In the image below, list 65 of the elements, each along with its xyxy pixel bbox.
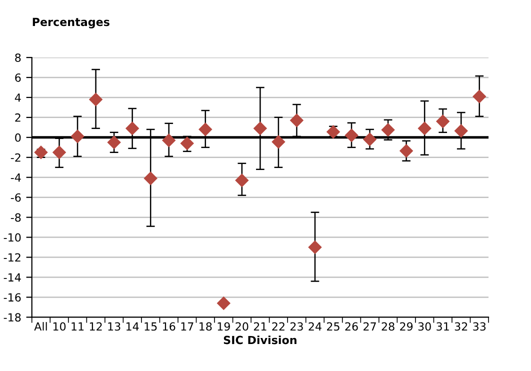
- y-tick-label: -4: [10, 173, 21, 182]
- x-tick-label: 26: [345, 322, 358, 331]
- point: [400, 144, 413, 158]
- y-tick-label: 8: [15, 53, 21, 62]
- y-tick-label: 2: [15, 113, 20, 122]
- x-tick-label: 28: [382, 322, 394, 331]
- y-tick-label: 0: [15, 133, 21, 142]
- x-tick-label: All: [34, 322, 47, 331]
- point: [344, 128, 358, 142]
- x-tick-label: 17: [181, 322, 194, 331]
- point: [436, 114, 450, 128]
- y-tick-label: -16: [4, 293, 21, 302]
- x-axis-title: SIC Division: [224, 336, 296, 344]
- x-tick-label: 21: [254, 322, 266, 331]
- point: [363, 132, 376, 146]
- x-tick-label: 11: [72, 322, 84, 331]
- point: [418, 122, 432, 136]
- x-tick-label: 22: [272, 322, 284, 331]
- point: [198, 122, 212, 136]
- x-tick-label: 23: [290, 322, 303, 331]
- point: [235, 174, 249, 187]
- y-tick-label: -14: [4, 273, 21, 282]
- y-tick-label: -18: [4, 313, 21, 322]
- x-tick-label: 33: [473, 322, 486, 331]
- x-tick-label: 25: [327, 322, 340, 331]
- x-tick-label: 27: [364, 322, 376, 331]
- x-tick-label: 10: [53, 322, 66, 331]
- point: [126, 122, 139, 136]
- x-tick-label: 30: [418, 322, 431, 331]
- y-axis-title: Percentages: [32, 18, 110, 28]
- y-tick-label: 4: [14, 94, 21, 102]
- x-tick-label: 31: [436, 322, 449, 331]
- point: [272, 135, 286, 148]
- point: [180, 136, 194, 150]
- x-tick-label: 24: [308, 322, 322, 331]
- x-tick-label: 19: [218, 322, 230, 331]
- point: [254, 122, 267, 136]
- point: [89, 92, 102, 106]
- x-tick-label: 14: [126, 322, 139, 331]
- y-tick-label: -10: [4, 233, 21, 242]
- point: [472, 90, 486, 104]
- point: [107, 136, 121, 149]
- x-tick-label: 16: [163, 322, 176, 331]
- y-tick-label: 6: [15, 73, 21, 82]
- x-tick-label: 20: [236, 322, 248, 331]
- y-tick-label: -6: [10, 193, 21, 202]
- point: [70, 130, 84, 143]
- point: [52, 146, 66, 159]
- x-tick-label: 18: [200, 322, 212, 331]
- point: [144, 172, 158, 185]
- point: [454, 124, 468, 138]
- y-tick-label: -12: [4, 253, 20, 262]
- x-tick-label: 29: [400, 322, 413, 331]
- x-tick-label: 13: [108, 322, 120, 331]
- point: [217, 296, 230, 310]
- x-tick-label: 12: [90, 322, 102, 331]
- point: [34, 146, 48, 159]
- point: [290, 114, 304, 128]
- y-tick-label: -2: [10, 153, 20, 162]
- y-tick-label: -8: [10, 213, 21, 222]
- point: [308, 240, 322, 254]
- x-tick-label: 15: [144, 322, 157, 331]
- point: [381, 123, 395, 137]
- x-tick-label: 32: [454, 322, 468, 331]
- point: [162, 134, 176, 147]
